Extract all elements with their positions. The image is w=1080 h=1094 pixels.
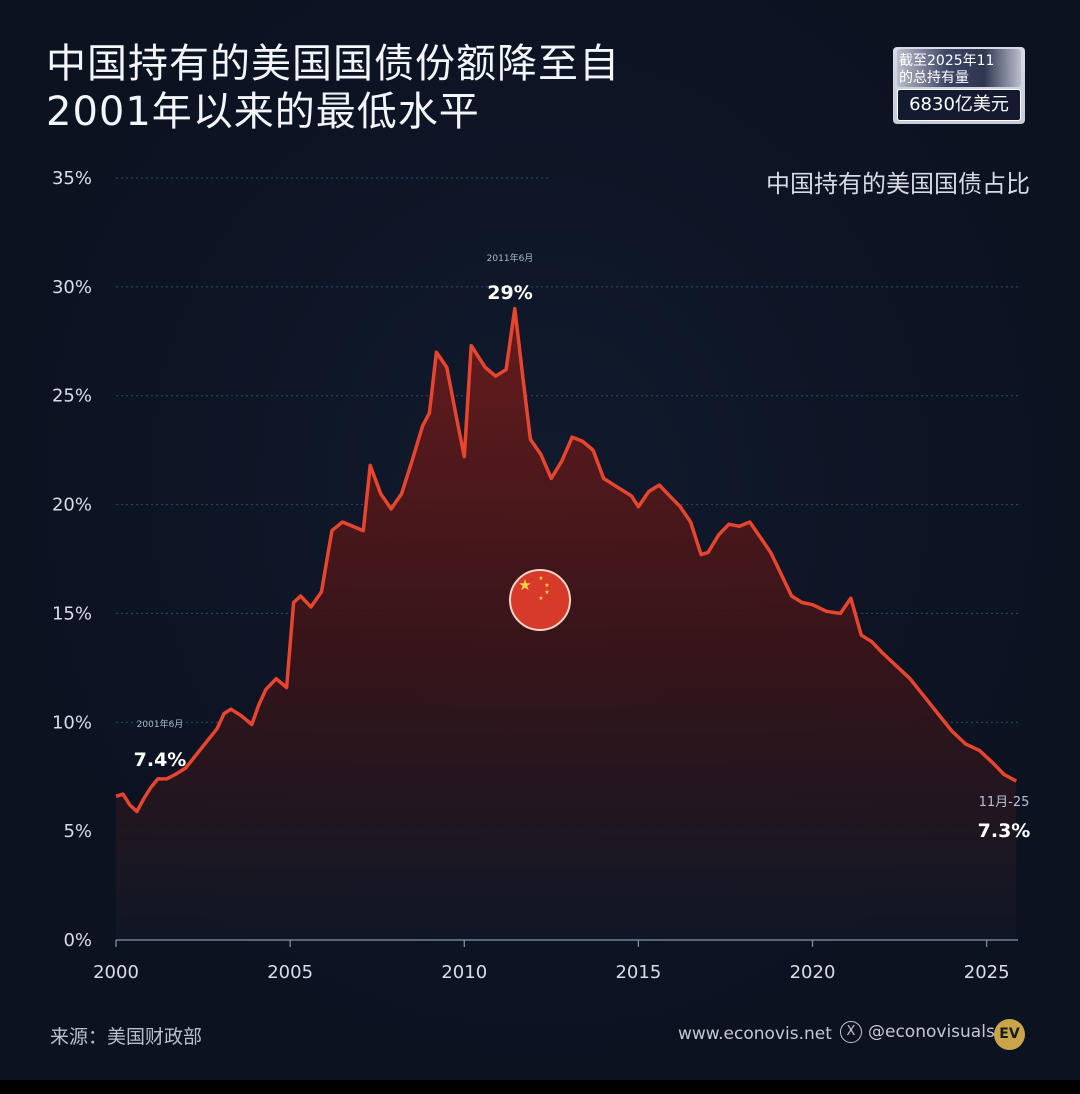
title-line-2: 2001年以来的最低水平 [46, 89, 480, 135]
china-flag-icon: ★ ★ ★ ★ ★ [509, 569, 571, 631]
y-tick-label: 0% [63, 930, 92, 951]
svg-text:★: ★ [544, 589, 549, 596]
y-tick-label: 20% [52, 495, 92, 516]
y-tick-label: 5% [63, 821, 92, 842]
x-tick-label: 2025 [964, 962, 1010, 983]
badge-value: 6830亿美元 [897, 89, 1021, 121]
svg-text:★: ★ [518, 576, 531, 594]
ev-logo-icon: EV [994, 1019, 1025, 1050]
y-tick-label: 35% [52, 168, 92, 189]
annotation-value: 7.4% [134, 749, 187, 771]
badge-line-1: 截至2025年11 [899, 53, 995, 69]
annotation-date: 2001年6月 [137, 718, 184, 730]
website-link[interactable]: www.econovis.net [678, 1024, 832, 1044]
x-tick-label: 2000 [93, 962, 139, 983]
badge-line-2: 的总持有量 [899, 70, 969, 86]
y-tick-label: 25% [52, 386, 92, 407]
x-tick-label: 2020 [790, 962, 836, 983]
badge-backdrop [897, 49, 1021, 87]
annotation-date: 11月-25 [979, 795, 1030, 810]
svg-text:★: ★ [544, 582, 549, 589]
chart-subtitle: 中国持有的美国国债占比 [766, 170, 1030, 198]
series-line [115, 306, 1018, 814]
annotation-date: 2011年6月 [487, 252, 534, 264]
svg-text:★: ★ [538, 575, 543, 582]
x-logo-icon[interactable]: X [840, 1021, 862, 1043]
x-tick-label: 2005 [267, 962, 313, 983]
annotation-value: 29% [487, 282, 532, 304]
area-fill [116, 308, 1017, 941]
page-title: 中国持有的美国国债份额降至自 2001年以来的最低水平 [46, 40, 620, 136]
x-tick-label: 2010 [441, 962, 487, 983]
annotation-value: 7.3% [978, 820, 1031, 842]
title-line-1: 中国持有的美国国债份额降至自 [46, 41, 620, 87]
x-tick-label: 2015 [615, 962, 661, 983]
bottom-bar [0, 1080, 1080, 1094]
holdings-badge: 截至2025年11 的总持有量 6830亿美元 [893, 47, 1025, 124]
data-source: 来源：美国财政部 [50, 1026, 203, 1048]
svg-text:★: ★ [538, 595, 543, 602]
y-tick-label: 15% [52, 603, 92, 624]
social-handle[interactable]: @econovisuals [868, 1022, 995, 1042]
y-tick-label: 10% [52, 712, 92, 733]
y-tick-label: 30% [52, 277, 92, 298]
